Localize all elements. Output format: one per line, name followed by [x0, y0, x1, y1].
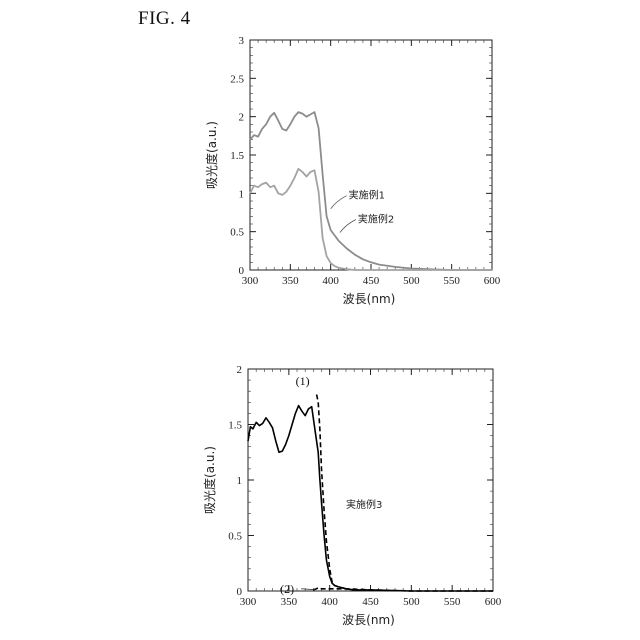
- x-tick-label: 300: [240, 596, 257, 608]
- series-line: [248, 406, 493, 591]
- chart-bottom: 300 350 400 450 500 550 600 0 0.5 1 1.5 2 波長(nm) 吸光度(…: [202, 364, 502, 627]
- x-tick-label: 450: [362, 596, 379, 608]
- y-tick-label: 1.5: [228, 420, 242, 432]
- y-tick-label: 1.5: [230, 150, 244, 162]
- y-tick-label: 0: [239, 265, 245, 277]
- x-tick-label: 600: [485, 596, 502, 608]
- x-tick-label: 400: [321, 596, 338, 608]
- annotation-label: 実施例1: [349, 189, 385, 202]
- x-tick-label: 400: [322, 275, 339, 287]
- y-tick-label: 0.5: [230, 227, 244, 239]
- x-tick-label: 350: [281, 596, 298, 608]
- y-tick-label: 0: [237, 586, 243, 598]
- x-tick-label: 600: [484, 275, 501, 287]
- x-tick-label: 550: [444, 596, 461, 608]
- y-tick-label: 1: [237, 475, 243, 487]
- minor-ticks: [250, 40, 492, 270]
- x-axis-label: 波長(nm): [342, 613, 395, 627]
- x-tick-label: 500: [403, 596, 420, 608]
- x-axis-label: 波長(nm): [343, 292, 396, 306]
- x-tick-label: 300: [242, 275, 259, 287]
- annotation-label: (1): [296, 374, 310, 388]
- chart-top: 300 350 400 450 500 550 600 0 0.5 1 1.5 2 2.5 3 波長(nm)…: [204, 35, 501, 306]
- y-axis-label: 吸光度(a.u.): [204, 121, 219, 189]
- x-tick-label: 550: [443, 275, 460, 287]
- y-tick-label: 2: [237, 364, 243, 376]
- y-tick-label: 1: [239, 188, 245, 200]
- annotation-label: 実施例3: [346, 498, 382, 511]
- annotation-leader: [331, 196, 347, 209]
- annotation-label: (2): [280, 582, 294, 596]
- plot-frame: [248, 369, 493, 591]
- plot-frame: [250, 40, 492, 270]
- y-tick-label: 0.5: [228, 531, 242, 543]
- y-tick-label: 3: [239, 35, 245, 47]
- annotation-leader: [340, 219, 356, 232]
- y-axis-label: 吸光度(a.u.): [202, 446, 217, 514]
- annotation-label: 実施例2: [358, 212, 394, 225]
- x-tick-label: 500: [403, 275, 420, 287]
- x-tick-label: 450: [363, 275, 380, 287]
- minor-ticks: [248, 369, 493, 591]
- x-tick-label: 350: [282, 275, 299, 287]
- y-tick-label: 2: [239, 112, 245, 124]
- y-tick-label: 2.5: [230, 73, 244, 85]
